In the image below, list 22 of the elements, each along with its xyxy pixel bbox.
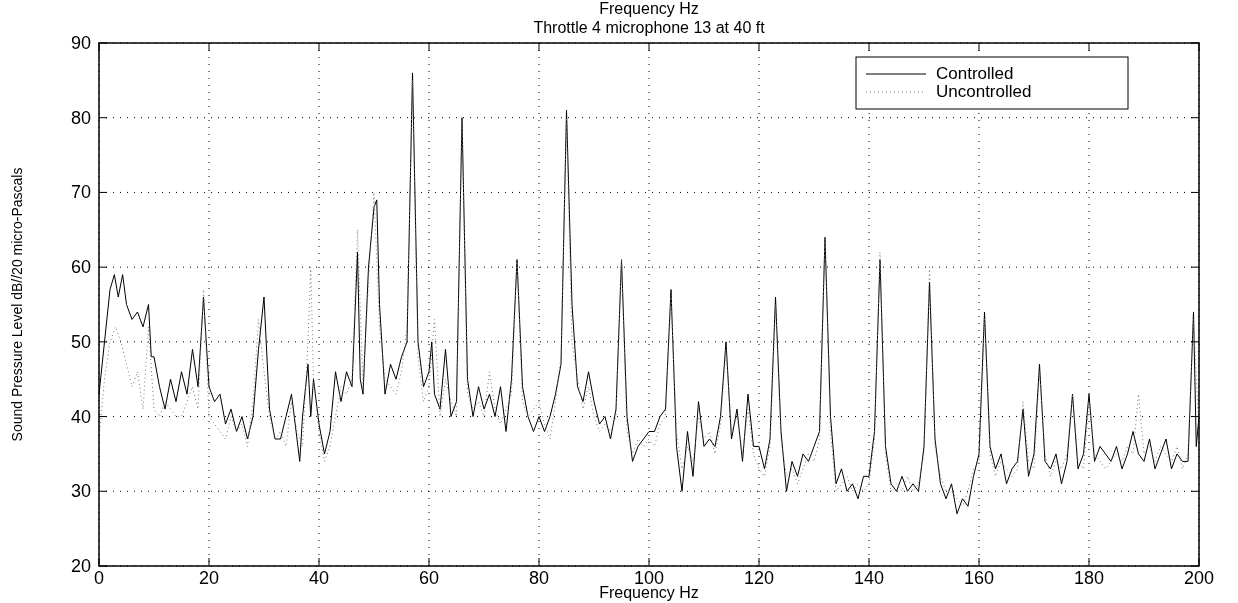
chart-title: Frequency Hz: [599, 0, 699, 17]
y-tick-label: 70: [70, 182, 91, 203]
x-tick-label: 140: [853, 568, 885, 588]
x-tick-label: 40: [308, 568, 330, 588]
x-tick-label: 120: [743, 568, 775, 588]
y-tick-label: 50: [70, 331, 91, 352]
x-tick-label: 0: [93, 568, 105, 588]
x-tick-label: 160: [963, 568, 995, 588]
y-tick-label: 40: [70, 406, 91, 427]
x-tick-label: 80: [528, 568, 550, 588]
x-tick-label: 20: [198, 568, 220, 588]
legend-label: Uncontrolled: [936, 82, 1032, 101]
x-tick-label: 200: [1183, 568, 1215, 588]
chart-subtitle: Throttle 4 microphone 13 at 40 ft: [533, 19, 766, 36]
x-tick-label: 60: [418, 568, 440, 588]
legend-label: Controlled: [936, 64, 1014, 83]
y-axis-title: Sound Pressure Level dB//20 micro-Pascals: [9, 167, 25, 442]
y-tick-label: 90: [70, 33, 91, 53]
y-tick-label: 60: [70, 257, 91, 278]
x-tick-label: 180: [1073, 568, 1105, 588]
y-tick-label: 80: [70, 107, 91, 128]
y-tick-label: 30: [70, 481, 91, 502]
